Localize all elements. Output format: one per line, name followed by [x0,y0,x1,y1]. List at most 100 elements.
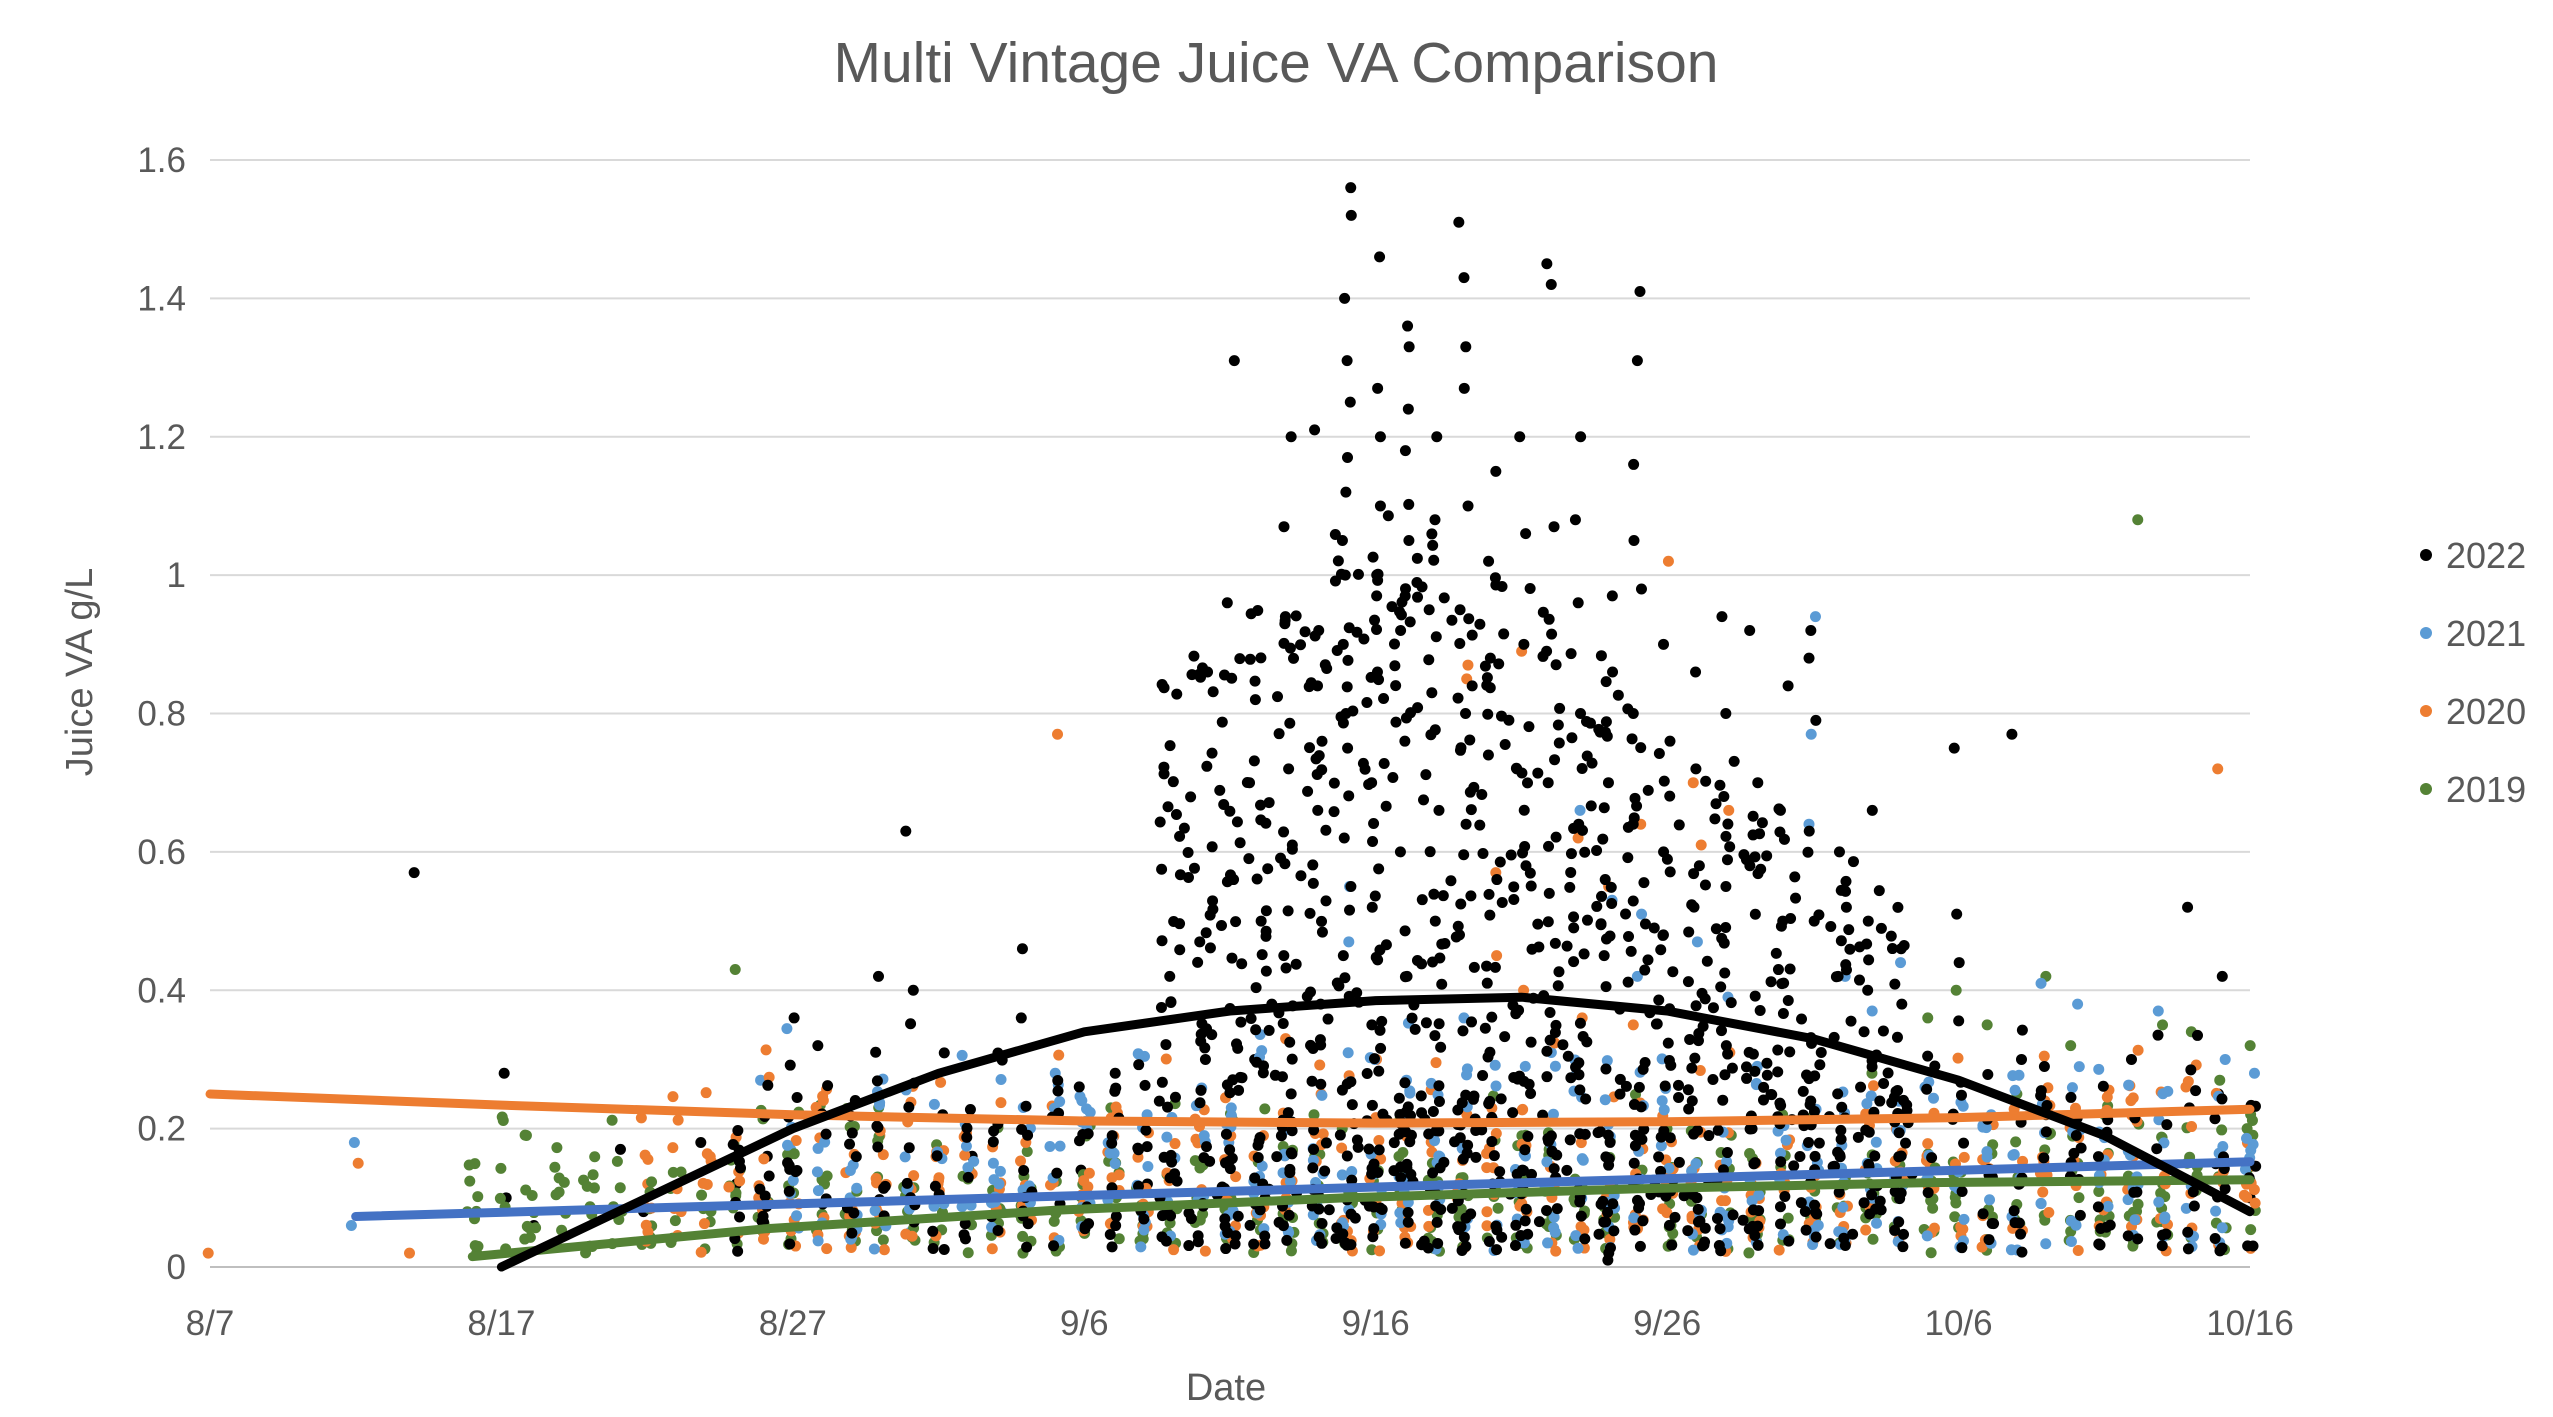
data-point [1020,1100,1032,1112]
data-point [1612,689,1624,701]
data-point [1194,1214,1206,1226]
data-point [1882,1067,1894,1079]
data-point [1489,572,1501,584]
data-point [1433,1018,1445,1030]
data-point [1542,916,1554,928]
data-point [1574,1084,1586,1096]
data-point [1390,716,1402,728]
data-point [928,1098,940,1110]
data-point [1746,1195,1758,1207]
data-point [1433,804,1445,816]
data-point [1367,1231,1379,1243]
data-point [1236,958,1248,970]
data-point [1602,1206,1614,1218]
data-point [1405,707,1417,719]
data-point [782,1157,794,1169]
data-point [1343,936,1355,948]
data-point [1186,669,1198,681]
data-point [1953,957,1965,969]
data-point [1800,1224,1812,1236]
data-point [1199,1245,1211,1257]
data-point [496,1111,508,1123]
data-point [844,1138,856,1150]
data-point [1331,644,1343,656]
data-point [1466,629,1478,641]
data-point [1084,1106,1096,1118]
data-point [1631,800,1643,812]
data-point [1505,849,1517,861]
data-point [845,1242,857,1254]
data-point [1404,616,1416,628]
data-point [787,1174,799,1186]
data-point [1595,919,1607,931]
data-point [1307,1042,1319,1054]
data-point [1225,1102,1237,1114]
data-point [758,1153,770,1165]
data-point [695,1136,707,1148]
data-point [1373,1065,1385,1077]
data-point [1374,431,1386,443]
data-point [1761,1057,1773,1069]
data-point [1981,1146,1993,1158]
data-point [1273,728,1285,740]
data-point [1532,918,1544,930]
data-point [352,1157,364,1169]
data-point [1382,510,1394,522]
data-point [1622,821,1634,833]
data-point [1524,582,1536,594]
data-point [495,1162,507,1174]
data-point [2035,1085,2047,1097]
dense-points-band [461,498,2262,1259]
data-point [1866,1005,1878,1017]
data-point [1470,1151,1482,1163]
data-point [1106,1241,1118,1253]
data-point [464,1175,476,1187]
data-point [1522,777,1534,789]
data-point [1810,714,1822,726]
data-point [1548,521,1560,533]
data-point [2242,1240,2254,1252]
data-point [1525,1088,1537,1100]
data-point [1720,1040,1732,1052]
data-point [788,1012,800,1024]
data-point [782,1139,794,1151]
data-point [1286,1053,1298,1065]
data-point [1522,1130,1534,1142]
data-point [1803,825,1815,837]
data-point [1835,1124,1847,1136]
data-point [1272,691,1284,703]
data-point [1454,1132,1466,1144]
data-point [1718,791,1730,803]
data-point [1255,652,1267,664]
data-point [1862,984,1874,996]
data-point [962,1162,974,1174]
data-point [2007,1149,2019,1161]
data-point [1244,1219,1256,1231]
data-point [2156,1240,2168,1252]
data-point [1743,1247,1755,1259]
data-point [1688,1128,1700,1140]
data-point [1825,920,1837,932]
data-point [1784,963,1796,975]
data-point [1633,1081,1645,1093]
data-point [1052,1085,1064,1097]
y-tick-label: 0.2 [137,1110,186,1149]
data-point [1468,961,1480,973]
data-point [1279,858,1291,870]
data-point [1403,341,1415,353]
data-point [1663,1054,1675,1066]
data-point [1710,923,1722,935]
data-point [635,1112,647,1124]
data-point [1141,1141,1153,1153]
data-point [2182,1075,2194,1087]
data-point [1257,1067,1269,1079]
data-point [1564,881,1576,893]
data-point [1232,1042,1244,1054]
data-point [1160,1039,1172,1051]
data-point [1164,1172,1176,1184]
data-point [1430,1200,1442,1212]
data-point [1869,1150,1881,1162]
data-point [1494,1166,1506,1178]
data-point [1376,1015,1388,1027]
data-point [2157,1229,2169,1241]
